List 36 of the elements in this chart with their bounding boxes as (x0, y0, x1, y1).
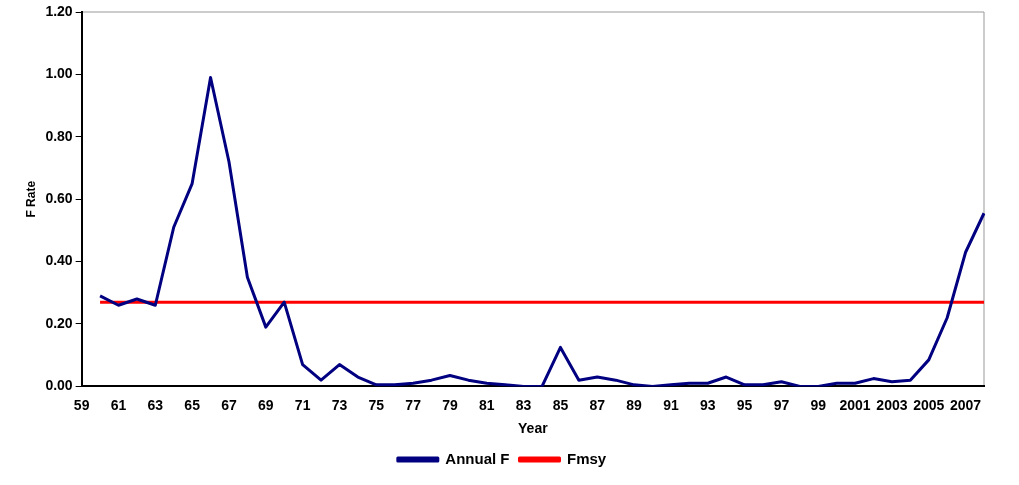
x-tick-label: 95 (736, 396, 753, 413)
x-tick-label: 71 (294, 396, 311, 413)
y-tick-label: 0.80 (45, 127, 73, 144)
x-tick-label: 89 (626, 396, 643, 413)
x-tick-label: 85 (552, 396, 569, 413)
y-tick-label: 0.60 (45, 190, 73, 207)
x-tick-label: 73 (331, 396, 348, 413)
x-tick-label: 65 (184, 396, 201, 413)
x-tick-label: 77 (405, 396, 422, 413)
x-tick-label: 93 (699, 396, 716, 413)
x-tick-label: 2005 (913, 396, 945, 413)
legend-label: Fmsy (566, 449, 607, 467)
x-tick-label: 97 (773, 396, 790, 413)
x-tick-label: 91 (663, 396, 679, 413)
x-tick-label: 63 (147, 396, 164, 413)
y-tick-label: 0.00 (45, 377, 73, 394)
x-tick-label: 61 (110, 396, 127, 413)
x-tick-label: 81 (479, 396, 495, 413)
x-tick-label: 75 (368, 396, 385, 413)
y-tick-label: 0.40 (45, 252, 73, 269)
x-tick-label: 2003 (876, 396, 908, 413)
x-tick-label: 83 (515, 396, 532, 413)
x-axis-title: Year (518, 420, 549, 437)
y-tick-label: 1.00 (45, 65, 73, 82)
legend-label: Annual F (445, 449, 510, 467)
x-tick-label: 67 (221, 396, 237, 413)
x-tick-label: 2001 (839, 396, 871, 413)
x-tick-label: 59 (73, 396, 90, 413)
y-tick-label: 0.20 (45, 314, 73, 331)
x-tick-label: 79 (442, 396, 458, 413)
x-tick-label: 99 (810, 396, 827, 413)
y-tick-label: 1.20 (45, 2, 73, 19)
y-axis-title: F Rate (23, 180, 38, 218)
x-tick-label: 87 (589, 396, 606, 413)
x-tick-label: 2007 (950, 396, 982, 413)
x-tick-label: 69 (258, 396, 274, 413)
